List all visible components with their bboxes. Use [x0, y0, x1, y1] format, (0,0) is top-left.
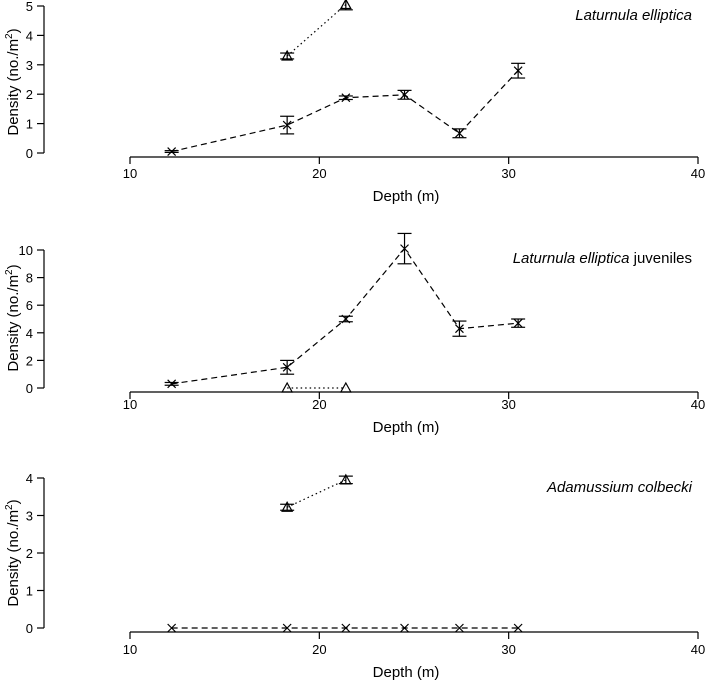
x-axis-label: Depth (m): [373, 188, 440, 205]
x-tick-label: 10: [123, 166, 137, 181]
series-line: [171, 247, 519, 385]
y-tick-label: 1: [26, 584, 33, 599]
data-point-cross: [167, 379, 177, 389]
y-axis-label-close: ): [5, 499, 22, 504]
panel-title-suffix: juveniles: [629, 250, 692, 267]
y-axis-label: Density (no./m2): [4, 28, 22, 135]
x-tick-label: 40: [691, 166, 705, 181]
series-line: [286, 479, 347, 508]
data-point-cross: [455, 623, 464, 633]
data-point-triangle: [339, 473, 352, 485]
y-tick-label: 3: [26, 509, 33, 524]
data-point-cross: [455, 128, 464, 138]
data-point-triangle: [339, 381, 352, 393]
series-cross: [164, 232, 526, 389]
data-point-cross: [167, 147, 177, 156]
data-point-cross: [282, 362, 292, 372]
y-tick-label: 10: [19, 243, 33, 258]
data-point-cross: [167, 623, 177, 633]
y-tick-label: 0: [26, 621, 33, 636]
data-point-cross: [341, 93, 351, 103]
series-triangle: [280, 0, 353, 61]
y-axis-label-text: Density (no./m: [5, 39, 22, 136]
series-line: [286, 4, 347, 57]
y-tick-label: 0: [26, 146, 33, 161]
x-tick-label: 10: [123, 397, 137, 412]
data-point-cross: [400, 623, 409, 633]
data-point-triangle: [281, 501, 294, 512]
data-point-cross: [341, 314, 351, 324]
series-triangle: [280, 473, 353, 512]
x-axis-label: Depth (m): [373, 419, 440, 436]
x-tick-label: 40: [691, 642, 705, 657]
panel-title: Laturnula elliptica: [575, 7, 692, 24]
y-tick-label: 4: [26, 471, 33, 486]
y-tick-label: 2: [26, 546, 33, 561]
x-tick-label: 20: [312, 642, 326, 657]
y-axis-label-sup: 2: [4, 269, 15, 275]
data-point-cross: [282, 120, 292, 130]
y-axis-label: Density (no./m2): [4, 264, 22, 371]
y-axis-label-text: Density (no./m: [5, 510, 22, 607]
y-axis-label-close: ): [5, 28, 22, 33]
y-tick-label: 4: [26, 326, 33, 341]
y-axis-label: Density (no./m2): [4, 499, 22, 606]
panel-title-species: Laturnula elliptica: [513, 250, 630, 267]
data-point-triangle: [339, 0, 352, 10]
panel-title: Adamussium colbecki: [546, 479, 693, 496]
series-cross: [164, 62, 526, 156]
series-cross: [167, 623, 523, 633]
x-tick-label: 30: [501, 642, 515, 657]
data-point-cross: [400, 244, 409, 254]
data-point-cross: [513, 623, 523, 633]
data-point-cross: [400, 90, 409, 100]
x-tick-label: 30: [501, 166, 515, 181]
x-tick-label: 10: [123, 642, 137, 657]
data-point-triangle: [281, 49, 294, 61]
x-tick-label: 20: [312, 166, 326, 181]
y-tick-label: 2: [26, 87, 33, 102]
data-point-cross: [282, 623, 292, 633]
y-tick-label: 6: [26, 298, 33, 313]
y-axis-label-text: Density (no./m: [5, 275, 22, 372]
y-tick-label: 1: [26, 117, 33, 132]
panel-title-species: Adamussium colbecki: [546, 479, 693, 496]
y-axis-label-close: ): [5, 264, 22, 269]
data-point-cross: [513, 318, 523, 328]
y-tick-label: 5: [26, 0, 33, 14]
series-line: [171, 70, 519, 153]
y-tick-label: 3: [26, 58, 33, 73]
y-axis-label-sup: 2: [4, 504, 15, 510]
y-tick-label: 8: [26, 271, 33, 286]
data-point-triangle: [281, 381, 294, 393]
y-axis-label-sup: 2: [4, 33, 15, 39]
x-tick-label: 20: [312, 397, 326, 412]
y-tick-label: 0: [26, 381, 33, 396]
y-tick-label: 2: [26, 353, 33, 368]
data-point-cross: [455, 324, 464, 334]
panel-title-species: Laturnula elliptica: [575, 7, 692, 24]
y-tick-label: 4: [26, 28, 33, 43]
series-triangle: [281, 381, 352, 393]
data-point-cross: [341, 623, 351, 633]
data-point-cross: [513, 66, 523, 76]
x-tick-label: 30: [501, 397, 515, 412]
x-axis-label: Depth (m): [373, 664, 440, 681]
panel-title: Laturnula elliptica juveniles: [513, 250, 692, 267]
x-tick-label: 40: [691, 397, 705, 412]
